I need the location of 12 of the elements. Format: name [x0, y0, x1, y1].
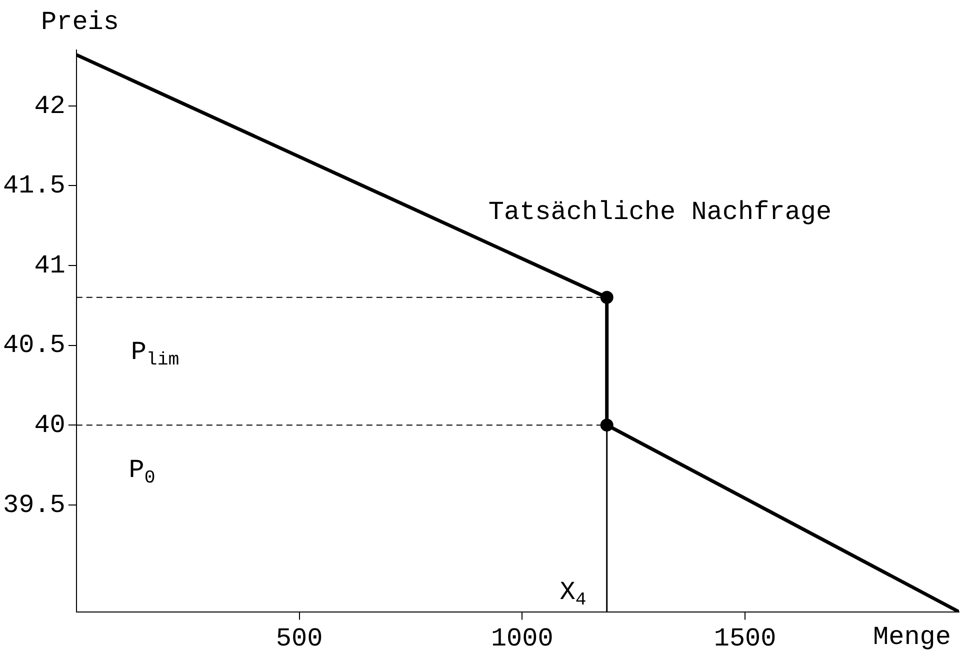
y-tick-label: 40	[34, 410, 66, 440]
x-axis-title: Menge	[872, 622, 952, 652]
y-tick-label: 42	[34, 90, 66, 121]
y-tick-label: 41	[34, 250, 66, 280]
y-tick-label: 41.5	[2, 170, 66, 201]
y-axis-title: Preis	[40, 6, 120, 37]
y-tick-label: 39.5	[2, 490, 66, 520]
x-tick-label: 500	[276, 623, 323, 654]
y-tick-label: 40.5	[2, 330, 66, 360]
annotation: Tatsächliche Nachfrage	[488, 196, 832, 227]
x-tick-label: 1000	[490, 623, 554, 654]
x-tick-label: 1500	[714, 623, 776, 654]
